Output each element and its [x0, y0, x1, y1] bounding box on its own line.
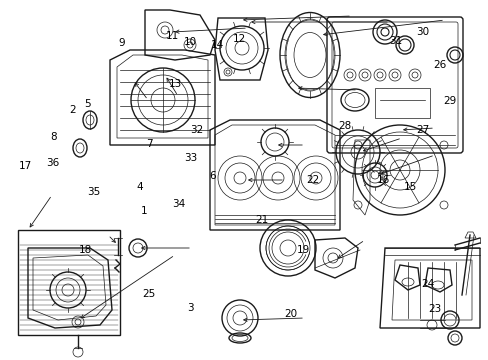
Text: 9: 9 — [118, 38, 124, 48]
Text: 11: 11 — [165, 31, 179, 41]
Text: 1: 1 — [141, 206, 147, 216]
Text: 22: 22 — [305, 175, 319, 185]
Text: 33: 33 — [183, 153, 197, 163]
Text: 17: 17 — [19, 161, 32, 171]
Bar — [18, 230, 120, 335]
Text: 14: 14 — [210, 40, 224, 50]
Text: 2: 2 — [69, 105, 76, 115]
Text: 7: 7 — [145, 139, 152, 149]
Text: 18: 18 — [79, 245, 92, 255]
Text: 15: 15 — [403, 182, 417, 192]
Text: 36: 36 — [46, 158, 60, 168]
Text: 24: 24 — [420, 279, 434, 289]
Text: 10: 10 — [184, 37, 197, 48]
Text: 29: 29 — [442, 96, 456, 106]
Text: 3: 3 — [187, 303, 194, 313]
Text: 31: 31 — [388, 36, 402, 46]
Text: 28: 28 — [337, 121, 351, 131]
Text: 5: 5 — [83, 99, 90, 109]
Text: 21: 21 — [254, 215, 268, 225]
Text: 32: 32 — [189, 125, 203, 135]
Text: 27: 27 — [415, 125, 429, 135]
Text: 23: 23 — [427, 303, 441, 314]
Text: 6: 6 — [209, 171, 216, 181]
Text: 12: 12 — [232, 34, 246, 44]
Text: 8: 8 — [50, 132, 57, 142]
Text: 25: 25 — [142, 289, 156, 300]
Text: 4: 4 — [136, 182, 142, 192]
Text: 30: 30 — [416, 27, 428, 37]
Text: 34: 34 — [171, 199, 185, 209]
Text: 19: 19 — [296, 245, 309, 255]
Text: 20: 20 — [284, 309, 297, 319]
Text: 26: 26 — [432, 60, 446, 70]
Text: 35: 35 — [87, 186, 101, 197]
Text: 16: 16 — [376, 175, 390, 185]
Text: 13: 13 — [168, 78, 182, 89]
